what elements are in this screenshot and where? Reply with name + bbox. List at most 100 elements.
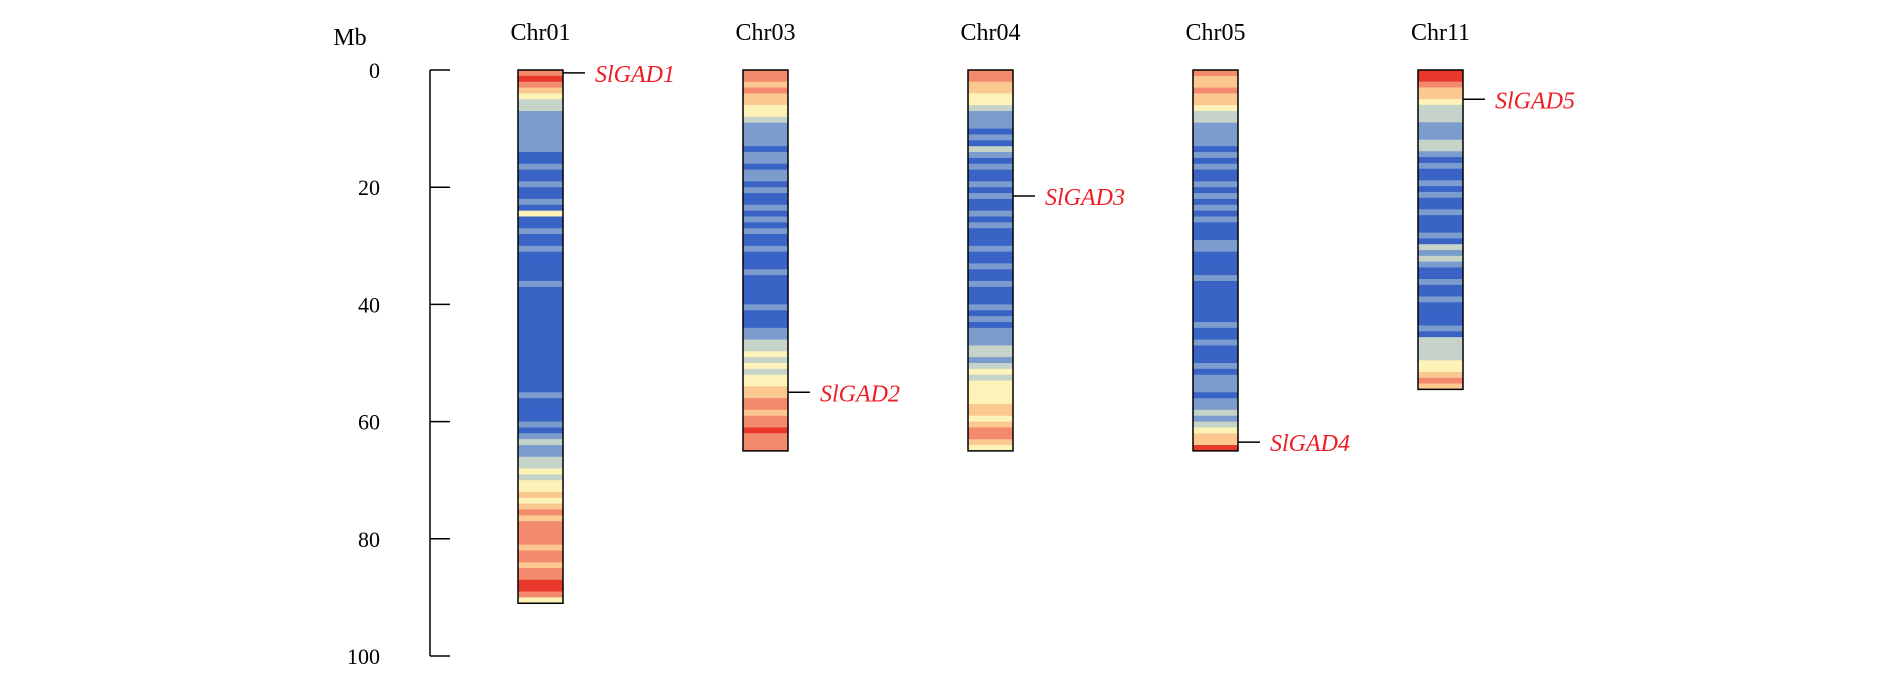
density-band <box>1193 404 1238 411</box>
density-band <box>743 404 788 411</box>
density-band <box>1193 257 1238 264</box>
density-band <box>743 187 788 194</box>
density-band <box>743 292 788 300</box>
density-band <box>518 386 563 393</box>
density-band <box>743 298 788 305</box>
density-band <box>968 333 1013 341</box>
density-band <box>1418 186 1463 193</box>
density-band <box>1193 216 1238 223</box>
density-band <box>743 216 788 223</box>
chromosome-label: Chr11 <box>1411 20 1470 46</box>
density-band <box>518 591 563 598</box>
density-band <box>518 87 563 95</box>
density-band <box>1193 392 1238 399</box>
axis-tick-label: 20 <box>358 175 380 200</box>
density-band <box>1418 145 1463 152</box>
density-band <box>518 75 563 83</box>
density-band <box>1193 357 1238 364</box>
density-band <box>743 280 788 288</box>
density-band <box>743 386 788 393</box>
density-band <box>743 93 788 100</box>
density-band <box>968 304 1013 311</box>
density-band <box>743 345 788 352</box>
density-band <box>518 140 563 147</box>
axis-tick-label: 80 <box>358 527 380 552</box>
density-band <box>518 216 563 223</box>
density-band <box>518 357 563 364</box>
density-band <box>1193 70 1238 77</box>
density-band <box>968 234 1013 241</box>
density-band <box>518 439 563 446</box>
axis-unit-label: Mb <box>333 25 366 51</box>
density-band <box>1193 310 1238 317</box>
gene-label: SlGAD2 <box>820 381 900 407</box>
density-band <box>1193 75 1238 83</box>
density-band <box>968 187 1013 194</box>
density-band <box>518 497 563 505</box>
density-band <box>518 316 563 323</box>
density-band <box>1193 81 1238 89</box>
density-band <box>743 228 788 235</box>
density-band <box>518 298 563 305</box>
density-band <box>518 280 563 288</box>
density-band <box>968 380 1013 388</box>
density-band <box>743 445 788 452</box>
density-band <box>518 269 563 276</box>
density-band <box>1193 245 1238 253</box>
density-band <box>1193 228 1238 235</box>
density-band <box>1193 234 1238 241</box>
density-band <box>1418 267 1463 274</box>
density-band <box>518 345 563 352</box>
density-band <box>743 175 788 182</box>
axis-tick-label: 60 <box>358 410 380 435</box>
density-band <box>518 433 563 440</box>
density-band <box>968 310 1013 317</box>
density-band <box>968 134 1013 141</box>
density-band <box>1193 275 1238 282</box>
density-band <box>743 263 788 270</box>
density-band <box>743 409 788 417</box>
density-band <box>518 134 563 141</box>
density-band <box>1193 415 1238 423</box>
gene-label: SlGAD5 <box>1495 88 1575 114</box>
density-band <box>518 157 563 165</box>
density-band <box>1418 319 1463 327</box>
density-band <box>1418 191 1463 199</box>
chromosome-label: Chr01 <box>511 20 571 46</box>
density-band <box>743 116 788 124</box>
density-band <box>518 597 563 604</box>
density-band <box>518 579 563 587</box>
density-band <box>968 286 1013 294</box>
density-band <box>518 380 563 388</box>
density-band <box>1193 204 1238 212</box>
density-band <box>1418 87 1463 94</box>
density-band <box>1193 398 1238 405</box>
density-band <box>518 363 563 370</box>
density-band <box>743 433 788 440</box>
density-band <box>1193 339 1238 347</box>
density-band <box>518 181 563 188</box>
density-band <box>968 386 1013 393</box>
density-band <box>968 93 1013 100</box>
density-band <box>1193 368 1238 376</box>
density-band <box>743 357 788 364</box>
density-band <box>968 251 1013 259</box>
density-band <box>968 81 1013 89</box>
density-band <box>1193 269 1238 276</box>
density-band <box>743 169 788 177</box>
density-band <box>1418 337 1463 344</box>
density-band <box>743 275 788 282</box>
gene-label: SlGAD3 <box>1045 185 1125 211</box>
density-band <box>743 111 788 118</box>
density-band <box>518 374 563 382</box>
density-band <box>968 316 1013 323</box>
density-band <box>743 251 788 259</box>
density-band <box>518 509 563 516</box>
density-band <box>518 99 563 106</box>
density-band <box>968 363 1013 370</box>
density-band <box>518 321 563 329</box>
density-band <box>518 81 563 89</box>
density-band <box>1193 363 1238 370</box>
density-band <box>518 409 563 417</box>
density-band <box>743 81 788 89</box>
